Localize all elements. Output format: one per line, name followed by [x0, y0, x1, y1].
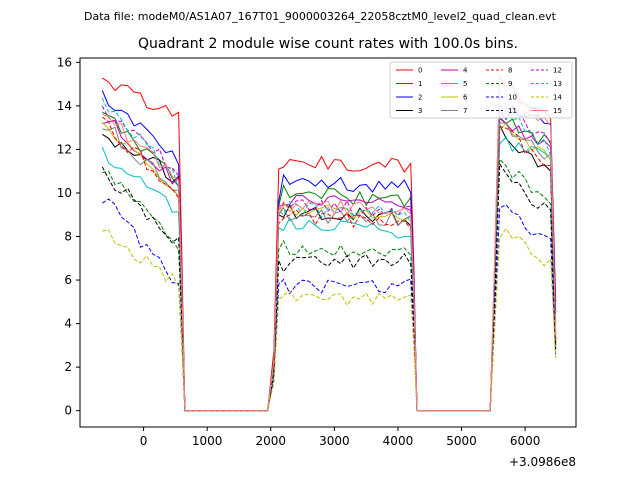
series-line-11 — [101, 162, 557, 412]
x-tick-label: 2000 — [255, 434, 286, 448]
legend-label-2: 2 — [418, 94, 422, 102]
series-line-13 — [101, 97, 557, 412]
series-line-14 — [102, 227, 557, 412]
legend-label-10: 10 — [508, 94, 517, 102]
axes-frame — [79, 57, 577, 428]
series-line-0 — [102, 74, 557, 412]
x-tick-label: 5000 — [446, 434, 477, 448]
x-axis: 0 1000 2000 3000 4000 5000 6000 — [140, 427, 541, 448]
legend-label-13: 13 — [553, 80, 562, 88]
legend-label-7: 7 — [463, 107, 467, 115]
legend-label-14: 14 — [553, 94, 562, 102]
series-line-6 — [101, 121, 557, 412]
legend-label-1: 1 — [418, 80, 422, 88]
series-line-4 — [102, 116, 557, 412]
series-line-5 — [101, 135, 557, 412]
y-tick-label: 12 — [57, 142, 72, 156]
y-tick-label: 8 — [64, 230, 72, 244]
legend-label-4: 4 — [463, 67, 468, 75]
series-line-9 — [102, 157, 557, 412]
y-axis: 0 2 4 6 8 10 12 14 16 — [57, 55, 80, 418]
x-tick-label: 4000 — [383, 434, 414, 448]
y-tick-label: 16 — [57, 55, 72, 69]
legend-label-0: 0 — [418, 67, 422, 75]
legend-label-5: 5 — [463, 80, 467, 88]
y-tick-label: 4 — [64, 317, 72, 331]
series-line-10 — [102, 198, 557, 412]
legend-label-3: 3 — [418, 107, 422, 115]
legend-label-11: 11 — [508, 107, 517, 115]
series-line-15 — [102, 75, 557, 412]
series-line-2 — [101, 90, 557, 412]
series-line-7 — [102, 122, 557, 412]
legend-label-6: 6 — [463, 94, 468, 102]
y-tick-label: 10 — [57, 186, 72, 200]
legend-label-8: 8 — [508, 67, 512, 75]
y-tick-label: 14 — [57, 99, 72, 113]
y-tick-label: 2 — [64, 360, 72, 374]
figure-suptitle: Data file: modeM0/AS1A07_167T01_90000032… — [84, 10, 557, 23]
legend-label-9: 9 — [508, 80, 512, 88]
y-tick-label: 6 — [64, 273, 72, 287]
x-tick-label: 3000 — [319, 434, 350, 448]
x-tick-label: 0 — [140, 434, 148, 448]
plot-lines — [101, 74, 557, 412]
legend-label-15: 15 — [553, 107, 562, 115]
series-line-1 — [102, 111, 557, 412]
series-line-8 — [101, 116, 557, 412]
chart-title: Quadrant 2 module wise count rates with … — [138, 36, 518, 52]
y-tick-label: 0 — [64, 404, 72, 418]
x-tick-label: 1000 — [192, 434, 223, 448]
x-offset-label: +3.0986e8 — [509, 455, 576, 469]
legend-box — [389, 61, 573, 119]
legend-label-12: 12 — [553, 67, 562, 75]
x-tick-label: 6000 — [510, 434, 541, 448]
